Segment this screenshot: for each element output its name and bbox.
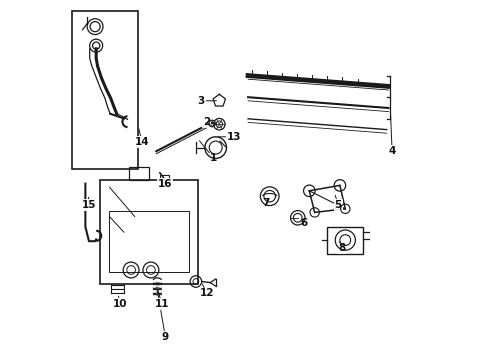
Text: 6: 6 <box>300 218 307 228</box>
Bar <box>160 175 168 182</box>
Text: 13: 13 <box>226 132 241 142</box>
Text: 12: 12 <box>199 288 214 298</box>
Bar <box>109 211 188 272</box>
Bar <box>72 11 138 169</box>
Text: 4: 4 <box>387 146 395 156</box>
Text: 14: 14 <box>134 137 149 147</box>
Text: 1: 1 <box>210 153 217 163</box>
Bar <box>101 180 197 284</box>
Text: 10: 10 <box>113 299 127 309</box>
Bar <box>129 167 149 180</box>
Text: 7: 7 <box>262 198 269 208</box>
Text: 8: 8 <box>337 243 345 253</box>
Text: 5: 5 <box>334 200 341 210</box>
Text: 15: 15 <box>81 200 96 210</box>
Text: 3: 3 <box>197 96 204 106</box>
Text: 2: 2 <box>203 117 210 127</box>
Bar <box>326 227 363 254</box>
Text: 11: 11 <box>154 299 169 309</box>
Text: 16: 16 <box>158 179 172 189</box>
Text: 9: 9 <box>162 332 168 342</box>
